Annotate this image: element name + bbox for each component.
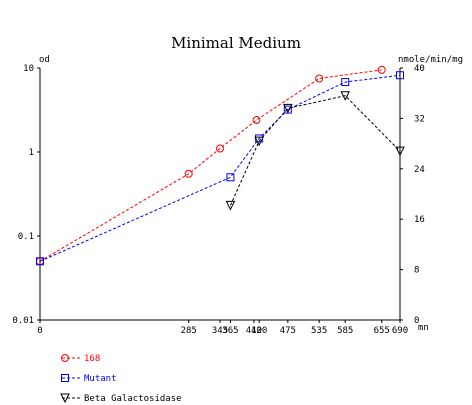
y-right-tick-label: 24: [414, 165, 425, 175]
series-1: [36, 71, 404, 266]
data-point: [377, 65, 386, 74]
x-tick-label: 655: [374, 326, 390, 336]
y-left-tick-label: 0.01: [12, 316, 34, 326]
y-right-tick-label: 0: [414, 316, 419, 326]
y-right-tick-label: 8: [414, 266, 419, 276]
x-tick-label: 410: [246, 326, 262, 336]
data-point: [340, 91, 351, 101]
data-point: [184, 169, 193, 178]
x-tick-label: 345: [212, 326, 228, 336]
y-right-axis-label: nmole/min/mg: [398, 55, 463, 65]
y-left-tick-label: 10: [23, 64, 34, 74]
series-layer: [36, 65, 405, 266]
y-right-tick-label: 16: [414, 215, 425, 225]
y-left-tick-label: 1: [29, 148, 34, 158]
legend-entry: Mutant: [61, 374, 117, 384]
y-left-tick-label: 0.1: [18, 232, 34, 242]
legend-label: 168: [84, 354, 100, 364]
legend-entry: 168: [61, 354, 100, 364]
x-tick-label: 475: [280, 326, 296, 336]
series-0: [36, 65, 386, 266]
legend-marker: [60, 393, 70, 404]
legend-marker: [61, 374, 69, 382]
data-point: [225, 200, 236, 211]
data-point: [252, 116, 261, 125]
legend-marker: [61, 354, 69, 362]
legend-entry: Beta Galactosidase: [60, 393, 182, 404]
chart-title: Minimal Medium: [171, 34, 301, 52]
y-right-tick-label: 32: [414, 114, 425, 124]
legend-label: Mutant: [84, 374, 117, 384]
x-tick-label: 0: [37, 326, 42, 336]
data-point: [396, 71, 404, 80]
data-point: [283, 103, 293, 114]
series-line: [229, 95, 401, 206]
y-left-axis-label: od: [39, 55, 50, 65]
data-point: [341, 78, 350, 87]
data-point: [36, 257, 44, 266]
legend: 168 Mutant Beta Galactosidase: [60, 354, 182, 404]
x-tick-label: 285: [181, 326, 197, 336]
data-point: [226, 173, 235, 182]
series-line: [39, 74, 401, 262]
legend-label: Beta Galactosidase: [84, 394, 182, 404]
y-right-tick-label: 40: [414, 64, 425, 74]
x-tick-label: 420: [251, 326, 267, 336]
data-point: [254, 136, 264, 147]
series-2: [225, 91, 405, 211]
x-tick-label: 585: [337, 326, 353, 336]
data-point: [395, 146, 405, 157]
data-point: [216, 144, 224, 153]
data-point: [315, 74, 324, 83]
x-tick-label: 365: [222, 326, 238, 336]
series-line: [39, 69, 382, 262]
x-axis-label: mn: [418, 323, 429, 333]
x-tick-label: 535: [311, 326, 327, 336]
x-tick-label: 690: [392, 326, 408, 336]
